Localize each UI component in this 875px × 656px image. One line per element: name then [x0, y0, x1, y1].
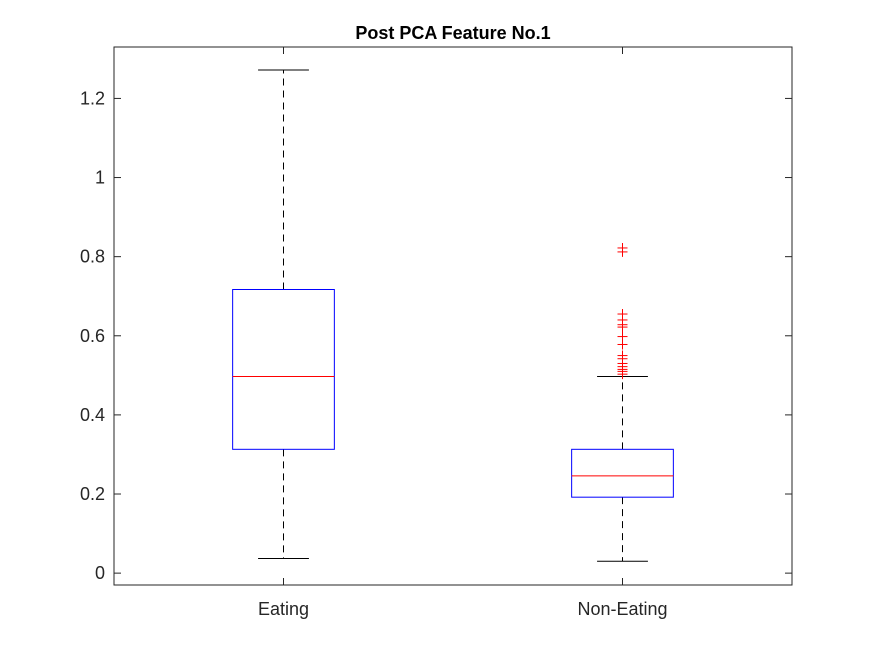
box-non-eating — [571, 242, 674, 562]
y-tick-label: 0.2 — [80, 484, 105, 504]
box-eating — [232, 69, 335, 559]
x-axis: Eating Non-Eating — [258, 47, 668, 619]
y-axis: 0 0.2 0.4 0.6 0.8 1 1.2 — [80, 88, 792, 583]
plot-area — [113, 46, 793, 586]
iqr-box — [571, 448, 674, 498]
outlier-point — [617, 309, 628, 320]
iqr-box — [232, 288, 335, 450]
y-tick-label: 0.8 — [80, 247, 105, 267]
x-tick-label: Non-Eating — [577, 599, 667, 619]
outlier-point — [617, 350, 628, 361]
axes-frame — [113, 46, 793, 586]
chart-title: Post PCA Feature No.1 — [355, 23, 550, 43]
outlier-point — [617, 242, 628, 253]
outlier-point — [617, 331, 628, 342]
y-tick-label: 0.4 — [80, 405, 105, 425]
y-tick-label: 1 — [95, 168, 105, 188]
y-tick-label: 0.6 — [80, 326, 105, 346]
y-tick-label: 0 — [95, 563, 105, 583]
x-tick-label: Eating — [258, 599, 309, 619]
y-tick-label: 1.2 — [80, 88, 105, 108]
